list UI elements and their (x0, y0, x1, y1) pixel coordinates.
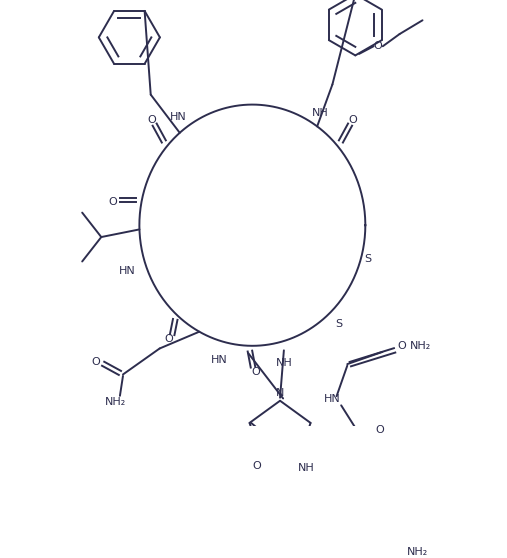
Text: S: S (335, 319, 342, 329)
Text: O: O (398, 341, 407, 351)
Text: NH₂: NH₂ (410, 341, 431, 351)
Text: O: O (349, 115, 357, 125)
Text: NH: NH (298, 463, 314, 473)
Text: HN: HN (323, 395, 340, 404)
Text: HN: HN (170, 112, 187, 122)
Text: O: O (253, 461, 262, 472)
Text: NH: NH (312, 108, 329, 118)
Text: O: O (91, 357, 100, 367)
Text: O: O (374, 41, 383, 51)
Text: HN: HN (210, 355, 227, 365)
Text: HN: HN (119, 266, 136, 276)
Text: NH: NH (275, 358, 292, 368)
Text: O: O (147, 115, 156, 125)
Text: NH₂: NH₂ (105, 397, 126, 407)
Text: O: O (165, 334, 173, 344)
Text: NH₂: NH₂ (407, 547, 428, 557)
Text: O: O (375, 425, 384, 435)
Text: O: O (108, 196, 117, 206)
Text: S: S (364, 254, 371, 264)
Text: N: N (276, 388, 284, 398)
Text: O: O (251, 367, 261, 377)
